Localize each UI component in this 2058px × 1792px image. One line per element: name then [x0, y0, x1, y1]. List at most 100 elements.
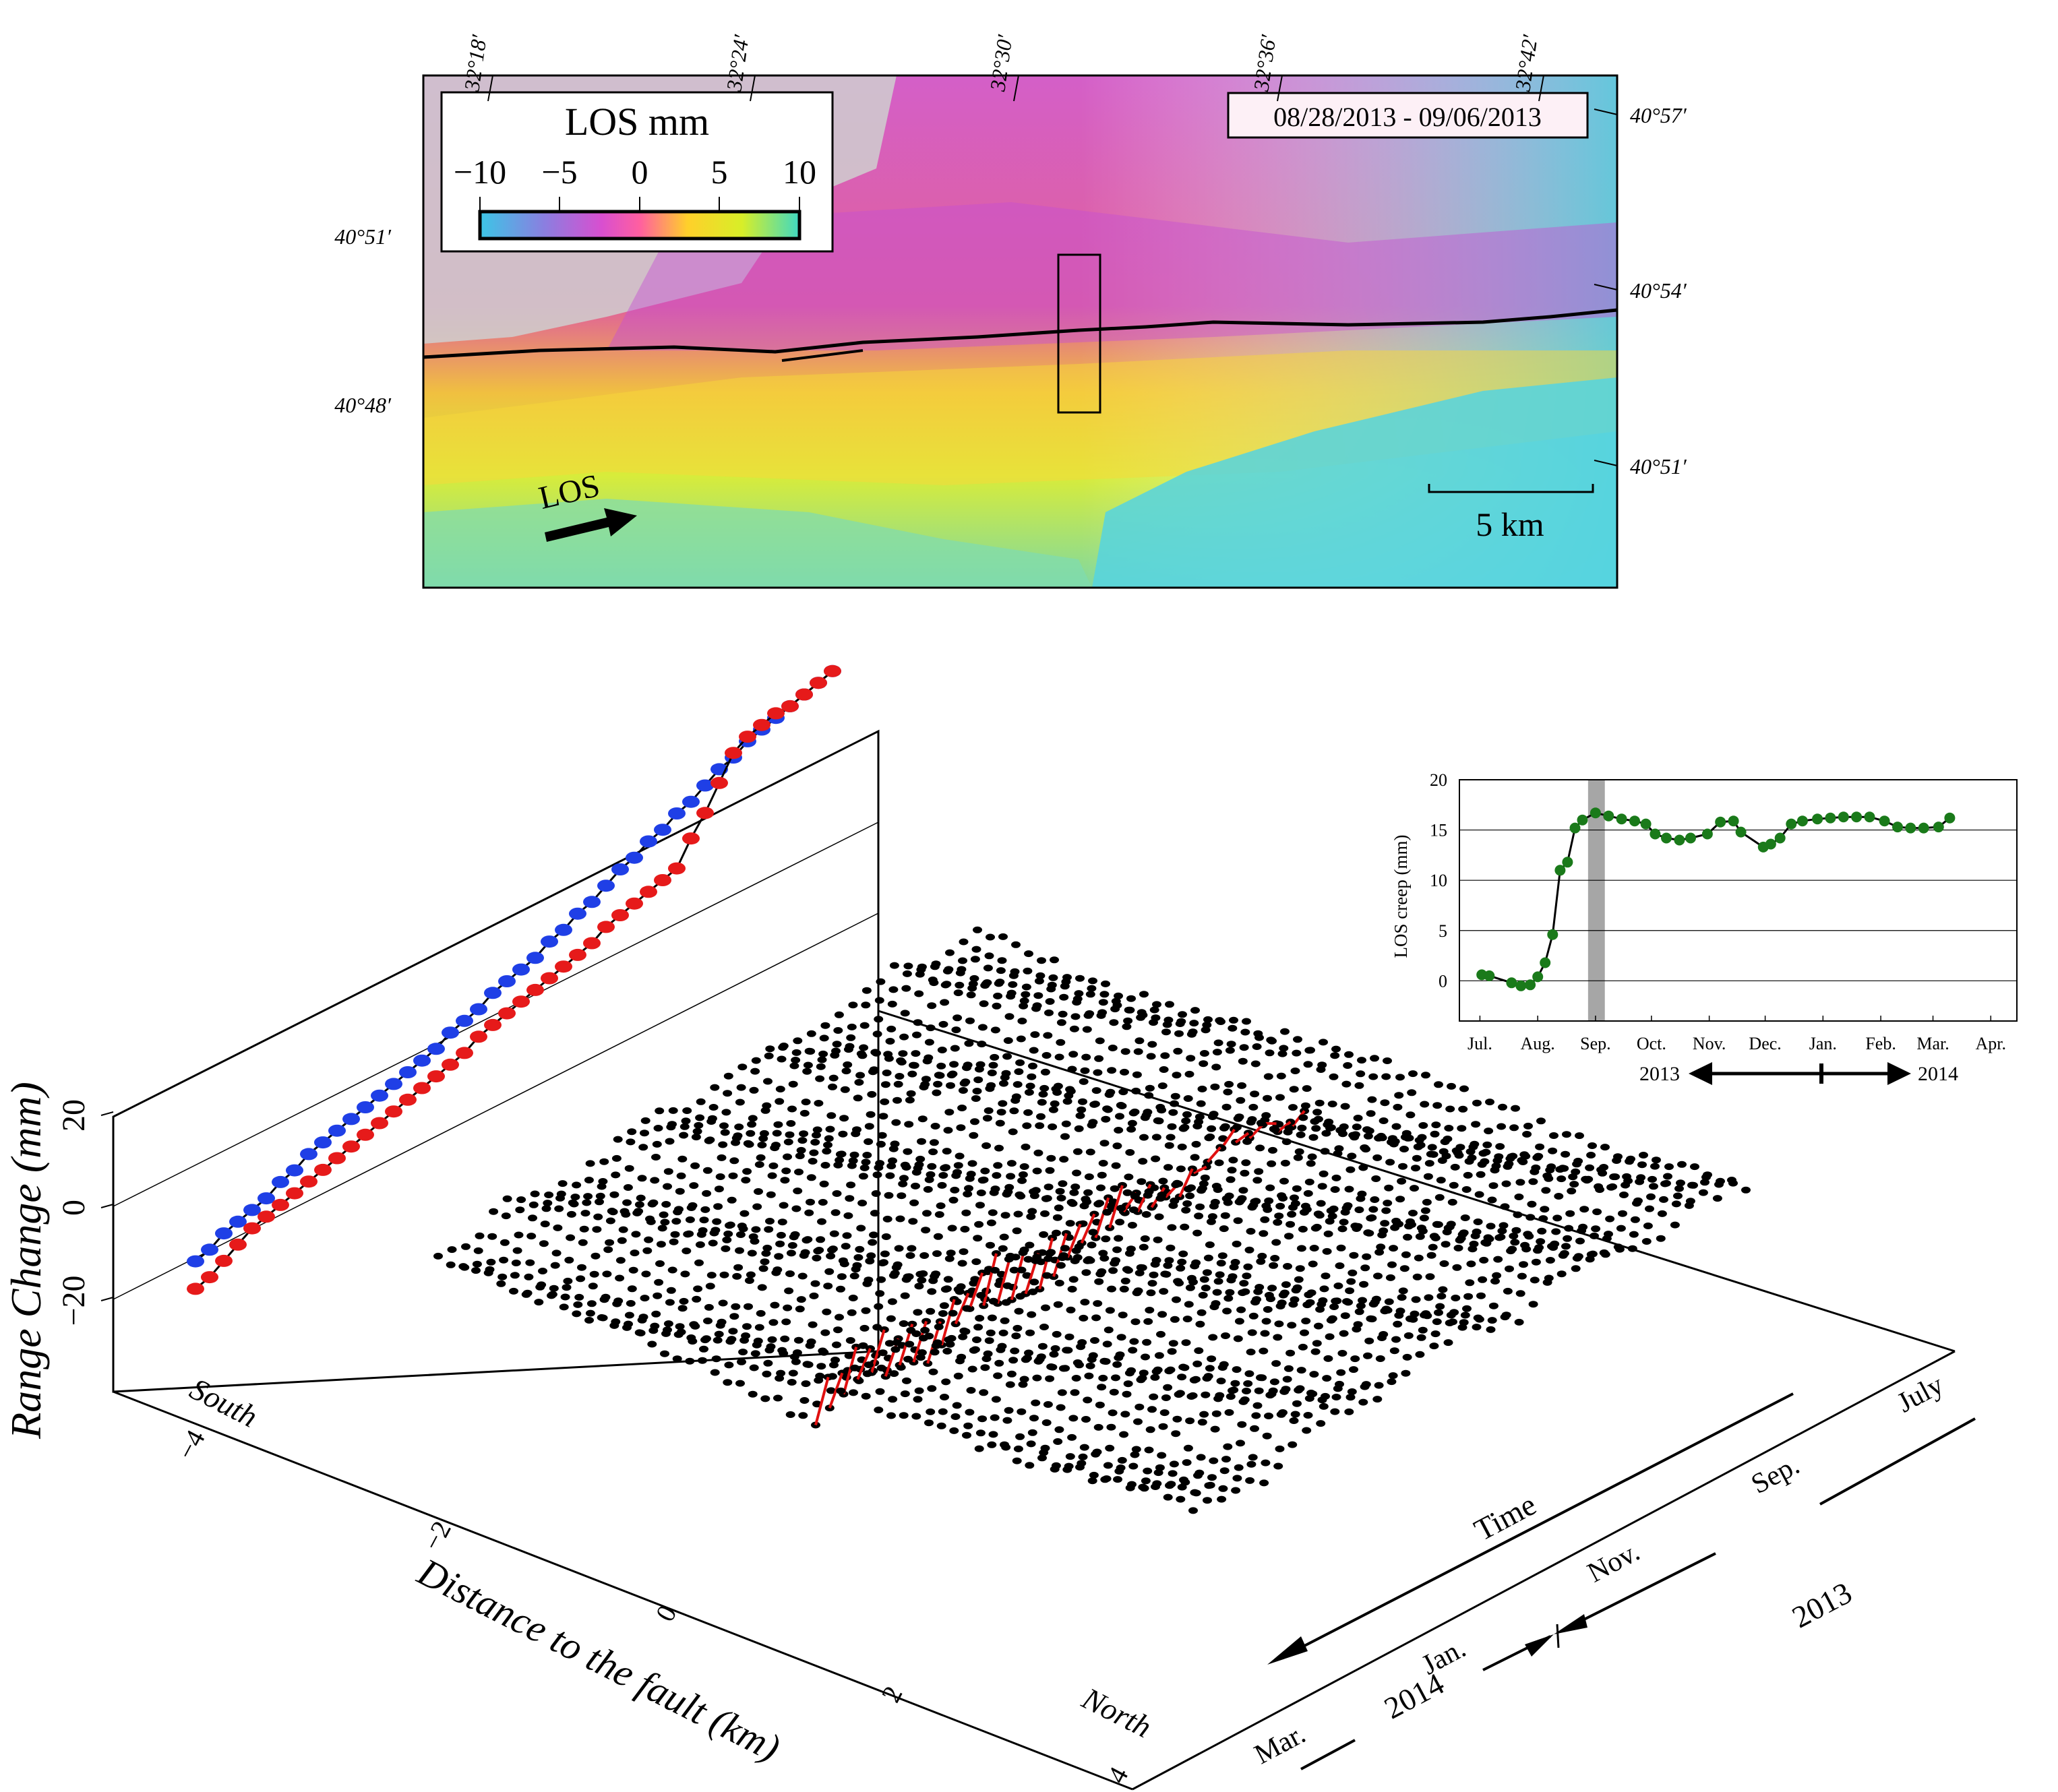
profile-point: [988, 1061, 998, 1069]
profile-point: [1276, 1072, 1286, 1080]
profile-point: [1088, 1229, 1098, 1236]
profile-point: [1207, 1213, 1217, 1221]
profile-point: [1084, 1173, 1094, 1181]
profile-point: [1106, 1423, 1116, 1431]
profile-point: [1247, 1329, 1257, 1336]
profile-point: [718, 1141, 728, 1148]
interferogram-map: LOS mm −10 −5 0 5 10 08/28/2013 - 09/06/2013…: [334, 32, 1687, 589]
profile-point: [1119, 1285, 1129, 1293]
creep-point: [1715, 816, 1726, 828]
profile-point: [1399, 1146, 1409, 1152]
profile-point: [555, 1194, 565, 1202]
profile-point: [647, 1340, 657, 1348]
profile-point: [899, 1412, 909, 1419]
profile-point: [1364, 1337, 1374, 1345]
profile-point: [930, 1349, 940, 1356]
profile-point: [1054, 1426, 1064, 1433]
profile-point: [645, 1215, 655, 1223]
profile-point: [599, 1158, 609, 1165]
fault-offset-segment: [828, 1372, 844, 1409]
profile-point: [631, 1231, 641, 1238]
profile-point: [1215, 1017, 1225, 1024]
profile-point: [1201, 1285, 1211, 1292]
profile-point: [894, 1245, 904, 1252]
profile-point: [1022, 1122, 1032, 1130]
profile-point: [958, 1087, 968, 1094]
profile-point: [1174, 1391, 1184, 1398]
base-edge-front-left: [113, 1390, 1133, 1791]
profile-point: [1616, 1225, 1626, 1232]
x-tick-label: 0: [650, 1600, 683, 1626]
profile-point: [794, 1169, 804, 1175]
inset-x-tick-label: Feb.: [1865, 1034, 1896, 1053]
profile-point: [967, 985, 977, 992]
profile-point: [1275, 1303, 1285, 1309]
profile-point: [1256, 1258, 1266, 1265]
profile-point: [562, 1284, 572, 1291]
profile-point: [856, 1225, 866, 1232]
profile-point: [722, 1236, 732, 1243]
profile-point: [827, 1246, 837, 1254]
profile-point: [1371, 1175, 1381, 1182]
profile-point: [946, 1072, 957, 1079]
creep-point: [1525, 979, 1536, 991]
profile-point: [950, 1413, 961, 1420]
wall-profile-point: [328, 1152, 346, 1165]
profile-point: [663, 1183, 672, 1190]
wall-profile-point: [385, 1078, 402, 1090]
profile-point: [1439, 1148, 1449, 1155]
profile-point: [788, 1369, 798, 1377]
inset-year-left: 2013: [1639, 1063, 1680, 1085]
profile-point: [1262, 1432, 1272, 1440]
profile-point: [786, 1249, 796, 1257]
profile-point: [944, 1109, 955, 1116]
profile-point: [1027, 1429, 1037, 1436]
profile-point: [1246, 1228, 1256, 1235]
x-axis-label: Distance to the fault (km): [411, 1549, 787, 1770]
profile-point: [851, 1130, 861, 1138]
profile-point: [718, 1299, 728, 1307]
profile-point: [1391, 1123, 1401, 1130]
profile-point: [680, 1270, 690, 1278]
profile-point: [959, 1080, 969, 1087]
profile-point: [748, 1115, 758, 1122]
profile-point: [1207, 1355, 1217, 1363]
inset-y-tick-label: 10: [1430, 871, 1447, 890]
profile-point: [796, 1146, 806, 1154]
profile-point: [885, 1038, 895, 1045]
profile-point: [1241, 1159, 1251, 1167]
inset-y-tick-label: 20: [1430, 770, 1447, 790]
profile-point: [541, 1205, 551, 1212]
profile-point: [1527, 1200, 1537, 1208]
profile-point: [1490, 1278, 1500, 1285]
profile-point: [1316, 1420, 1326, 1427]
inset-x-tick-label: Apr.: [1976, 1034, 2007, 1053]
profile-point: [1166, 1134, 1176, 1141]
profile-point: [1556, 1175, 1567, 1183]
profile-point: [647, 1200, 657, 1208]
wall-profile-point: [187, 1283, 204, 1295]
profile-point: [1458, 1105, 1468, 1113]
profile-point: [689, 1321, 699, 1328]
profile-point: [836, 1387, 846, 1394]
profile-point: [1238, 1187, 1248, 1194]
profile-point: [1056, 1039, 1066, 1046]
profile-point: [1380, 1220, 1390, 1227]
profile-point: [1058, 1180, 1068, 1187]
profile-point: [1147, 1406, 1157, 1413]
profile-point: [1081, 1416, 1091, 1423]
profile-point: [1440, 1138, 1450, 1146]
profile-point: [857, 1200, 868, 1207]
profile-point: [799, 1130, 809, 1138]
profile-point: [881, 1233, 891, 1240]
profile-point: [1015, 1293, 1025, 1300]
profile-point: [1168, 1202, 1178, 1209]
wall-profile-point: [314, 1136, 332, 1149]
profile-point: [987, 1070, 997, 1076]
profile-point: [1234, 1198, 1244, 1206]
profile-point: [1168, 1470, 1178, 1477]
profile-point: [487, 1233, 497, 1240]
profile-point: [665, 1299, 675, 1306]
profile-point: [1177, 1143, 1187, 1150]
profile-point: [976, 1292, 986, 1299]
